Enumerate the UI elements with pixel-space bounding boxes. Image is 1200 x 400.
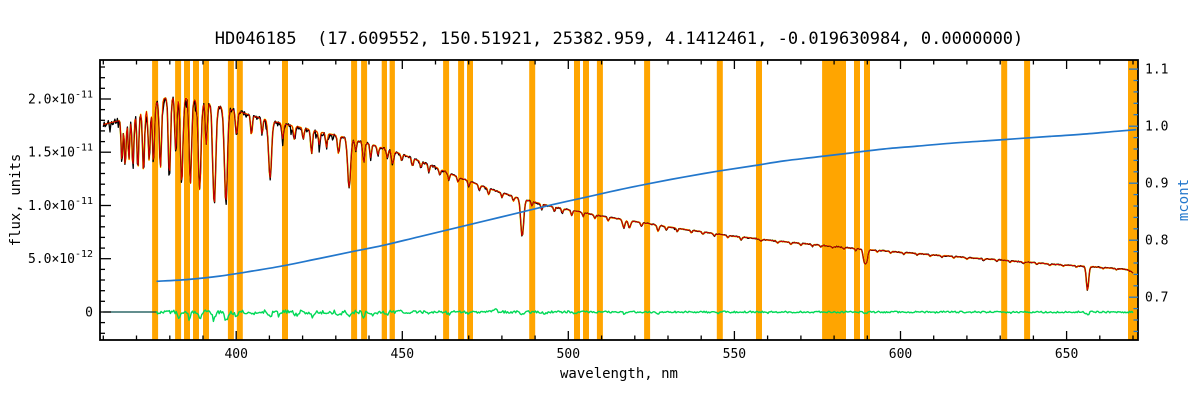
masked-band (236, 60, 243, 340)
series-layer (102, 96, 1137, 323)
masked-band (583, 60, 589, 340)
masked-band (351, 60, 358, 340)
y-left-axis-label: flux, units (8, 154, 24, 247)
masked-band (443, 60, 450, 340)
masked-band (529, 60, 536, 340)
masked-band (1001, 60, 1008, 340)
x-tick-label: 500 (557, 347, 580, 362)
masked-band (389, 60, 395, 340)
masked-band (756, 60, 762, 340)
flux-tick-label: 2.0×10-11 (28, 90, 93, 108)
flux-tick-label: 0 (85, 306, 93, 321)
masked-band (644, 60, 651, 340)
masked-band (854, 60, 860, 340)
masked-band (361, 60, 368, 340)
mcont-tick-label: 1.1 (1145, 63, 1168, 78)
masked-band (193, 60, 199, 340)
masked-band (282, 60, 288, 340)
masked-band (716, 60, 723, 340)
axes-layer: 400 450 500 550 600 650 0 5.0×10-12 1.0×10-11 1.5… (28, 59, 1168, 362)
plot-frame (99, 59, 1139, 341)
masked-band (1024, 60, 1031, 340)
masked-band (203, 60, 209, 340)
x-tick-label: 450 (391, 347, 414, 362)
x-tick-label: 550 (723, 347, 746, 362)
masked-band (822, 60, 846, 340)
masked-band (227, 60, 234, 340)
y-right-axis-label: mcont (1176, 179, 1192, 221)
model-underlay-line (103, 97, 1134, 291)
masked-band (458, 60, 465, 340)
masked-band (596, 60, 603, 340)
x-tick-label: 650 (1055, 347, 1078, 362)
x-axis-label: wavelength, nm (560, 366, 678, 382)
masked-band (864, 60, 870, 340)
observed-spectrum-line (102, 96, 1134, 291)
flux-tick-label: 5.0×10-12 (28, 249, 93, 267)
x-tick-label: 600 (889, 347, 912, 362)
model-spectrum-line (103, 97, 1134, 291)
masked-band (152, 60, 159, 340)
flux-tick-label: 1.5×10-11 (28, 143, 93, 161)
masked-band (1128, 60, 1138, 340)
masked-band (381, 60, 387, 340)
flux-tick-label: 1.0×10-11 (28, 196, 93, 214)
residual-line (155, 308, 1134, 323)
plot-title: HD046185 (17.609552, 150.51921, 25382.95… (215, 29, 1024, 49)
masked-bands-layer (152, 60, 1138, 340)
masked-band (467, 60, 473, 340)
x-tick-label: 400 (224, 347, 247, 362)
mcont-tick-label: 1.0 (1145, 120, 1168, 135)
masked-band (175, 60, 182, 340)
masked-band (184, 60, 190, 340)
mcont-tick-label: 0.7 (1145, 291, 1168, 306)
mcont-tick-label: 0.9 (1145, 177, 1168, 192)
mcont-curve (156, 128, 1137, 283)
mcont-tick-label: 0.8 (1145, 234, 1168, 249)
